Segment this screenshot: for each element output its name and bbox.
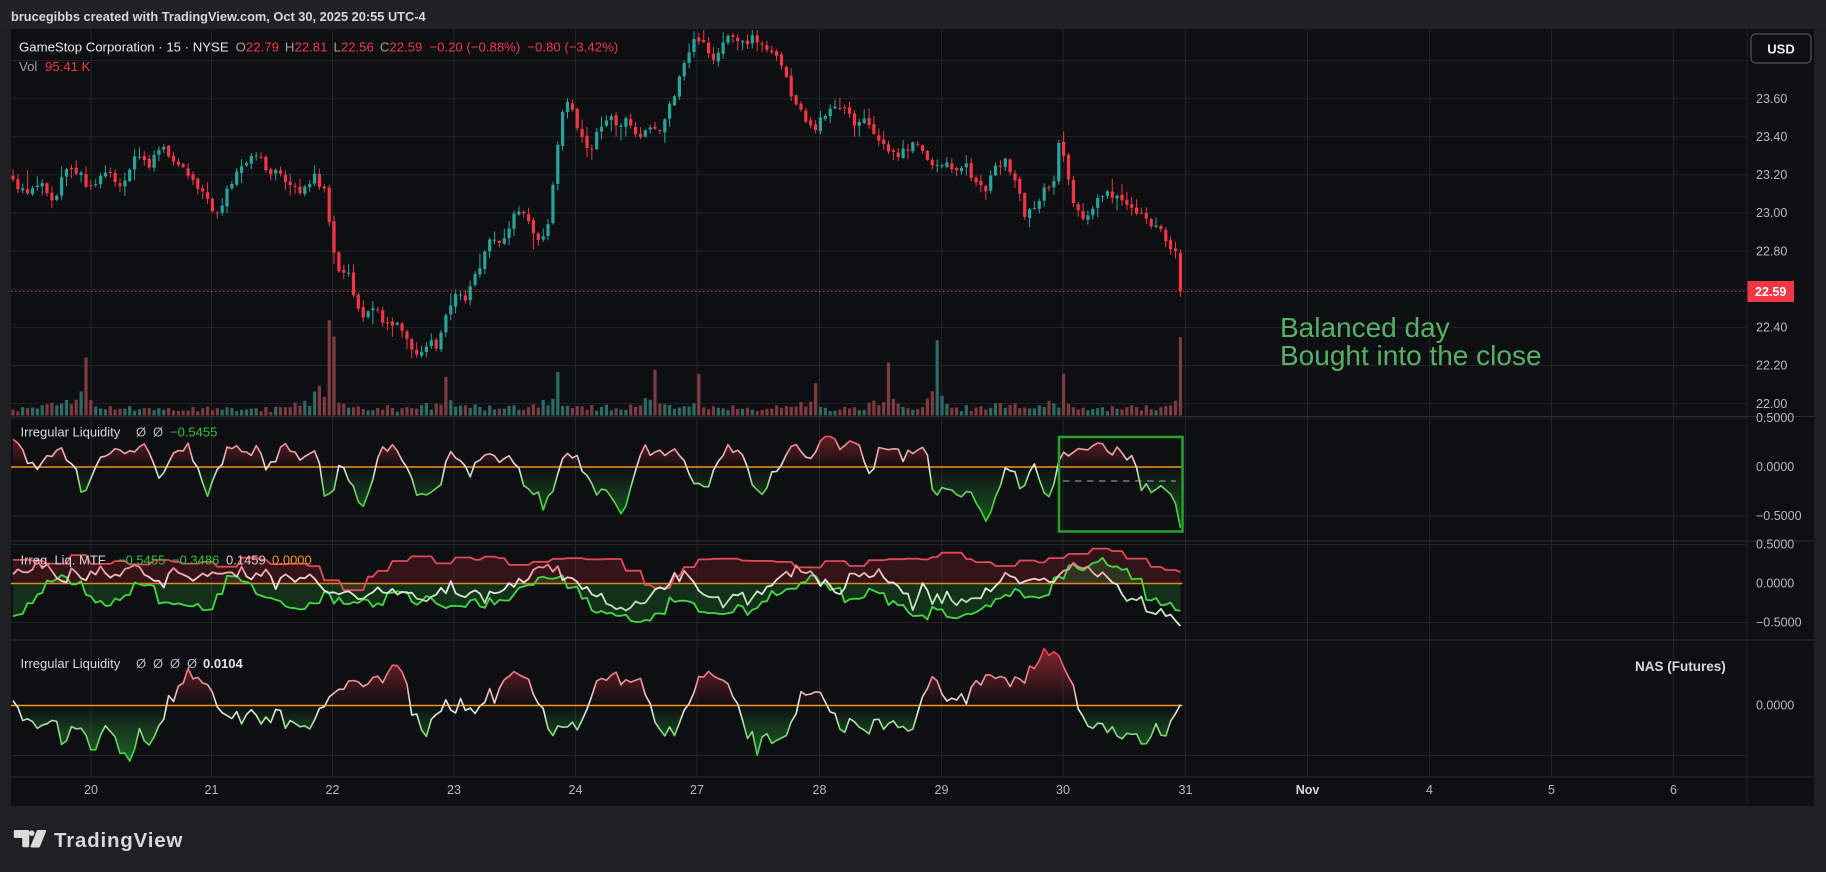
svg-text:24: 24 <box>569 783 583 797</box>
svg-text:27: 27 <box>690 783 704 797</box>
svg-text:22.40: 22.40 <box>1756 321 1787 335</box>
svg-text:Nov: Nov <box>1296 783 1320 797</box>
svg-text:Ø: Ø <box>153 656 163 671</box>
svg-text:0.5000: 0.5000 <box>1756 538 1794 552</box>
svg-text:−0.5455: −0.5455 <box>118 553 165 568</box>
svg-text:23.00: 23.00 <box>1756 206 1787 220</box>
svg-text:Ø: Ø <box>136 425 146 440</box>
svg-text:5: 5 <box>1548 783 1555 797</box>
svg-text:Balanced day: Balanced day <box>1280 312 1450 343</box>
svg-text:30: 30 <box>1056 783 1070 797</box>
svg-text:22.80: 22.80 <box>1756 244 1787 258</box>
svg-text:Irregular Liquidity: Irregular Liquidity <box>21 425 121 440</box>
svg-text:23.20: 23.20 <box>1756 168 1787 182</box>
svg-text:TradingView: TradingView <box>54 829 183 852</box>
svg-text:0.0000: 0.0000 <box>1756 460 1794 474</box>
svg-text:Ø: Ø <box>187 656 197 671</box>
svg-text:0.0104: 0.0104 <box>203 656 244 671</box>
svg-text:6: 6 <box>1670 783 1677 797</box>
svg-text:−0.3486: −0.3486 <box>172 553 219 568</box>
svg-text:GameStop Corporation · 15 · NY: GameStop Corporation · 15 · NYSE O22.79 H2… <box>19 40 618 55</box>
svg-text:Vol: Vol <box>19 59 37 74</box>
svg-text:Ø: Ø <box>136 656 146 671</box>
svg-text:Ø: Ø <box>170 656 180 671</box>
svg-text:23.60: 23.60 <box>1756 92 1787 106</box>
svg-text:Irreg. Liq. MTF: Irreg. Liq. MTF <box>21 553 106 568</box>
svg-text:21: 21 <box>205 783 219 797</box>
svg-text:USD: USD <box>1767 42 1794 57</box>
svg-text:0.0000: 0.0000 <box>272 553 312 568</box>
svg-text:95.41 K: 95.41 K <box>45 59 91 74</box>
svg-text:0.0000: 0.0000 <box>1756 577 1794 591</box>
svg-text:22.20: 22.20 <box>1756 359 1787 373</box>
svg-text:Ø: Ø <box>153 425 163 440</box>
svg-text:4: 4 <box>1426 783 1433 797</box>
svg-text:29: 29 <box>935 783 949 797</box>
svg-text:−0.5455: −0.5455 <box>170 425 217 440</box>
svg-text:22.59: 22.59 <box>1755 285 1786 299</box>
svg-text:23: 23 <box>447 783 461 797</box>
svg-text:0.0000: 0.0000 <box>1756 699 1794 713</box>
svg-text:22: 22 <box>326 783 340 797</box>
svg-text:0.5000: 0.5000 <box>1756 411 1794 425</box>
svg-text:0.1459: 0.1459 <box>226 553 266 568</box>
svg-text:23.40: 23.40 <box>1756 130 1787 144</box>
svg-text:brucegibbs created with Tradin: brucegibbs created with TradingView.com,… <box>11 9 427 24</box>
svg-text:−0.5000: −0.5000 <box>1756 616 1802 630</box>
svg-text:20: 20 <box>84 783 98 797</box>
svg-text:28: 28 <box>813 783 827 797</box>
svg-text:NAS (Futures): NAS (Futures) <box>1635 659 1726 674</box>
svg-text:22.00: 22.00 <box>1756 397 1787 411</box>
svg-text:Irregular Liquidity: Irregular Liquidity <box>21 656 121 671</box>
svg-text:−0.5000: −0.5000 <box>1756 509 1802 523</box>
svg-text:Bought into the close: Bought into the close <box>1280 340 1542 371</box>
svg-text:31: 31 <box>1179 783 1193 797</box>
